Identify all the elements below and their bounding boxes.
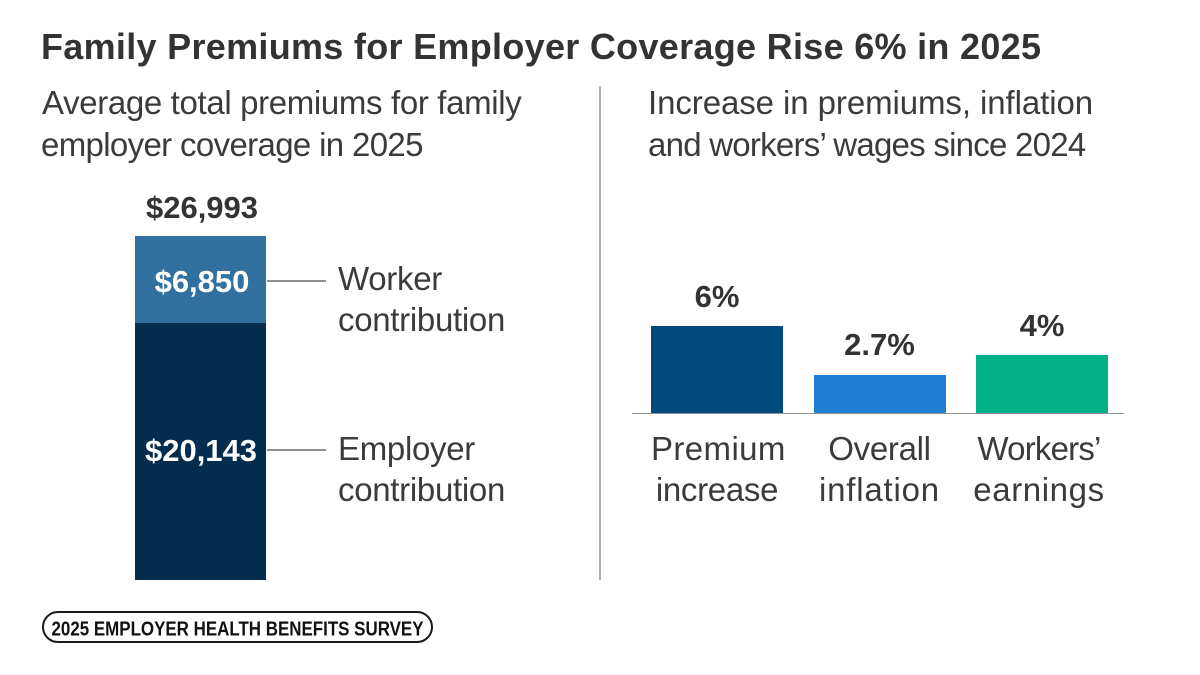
svg-text:2025 EMPLOYER HEALTH BENEFITS: 2025 EMPLOYER HEALTH BENEFITS SURVEY xyxy=(52,617,424,640)
